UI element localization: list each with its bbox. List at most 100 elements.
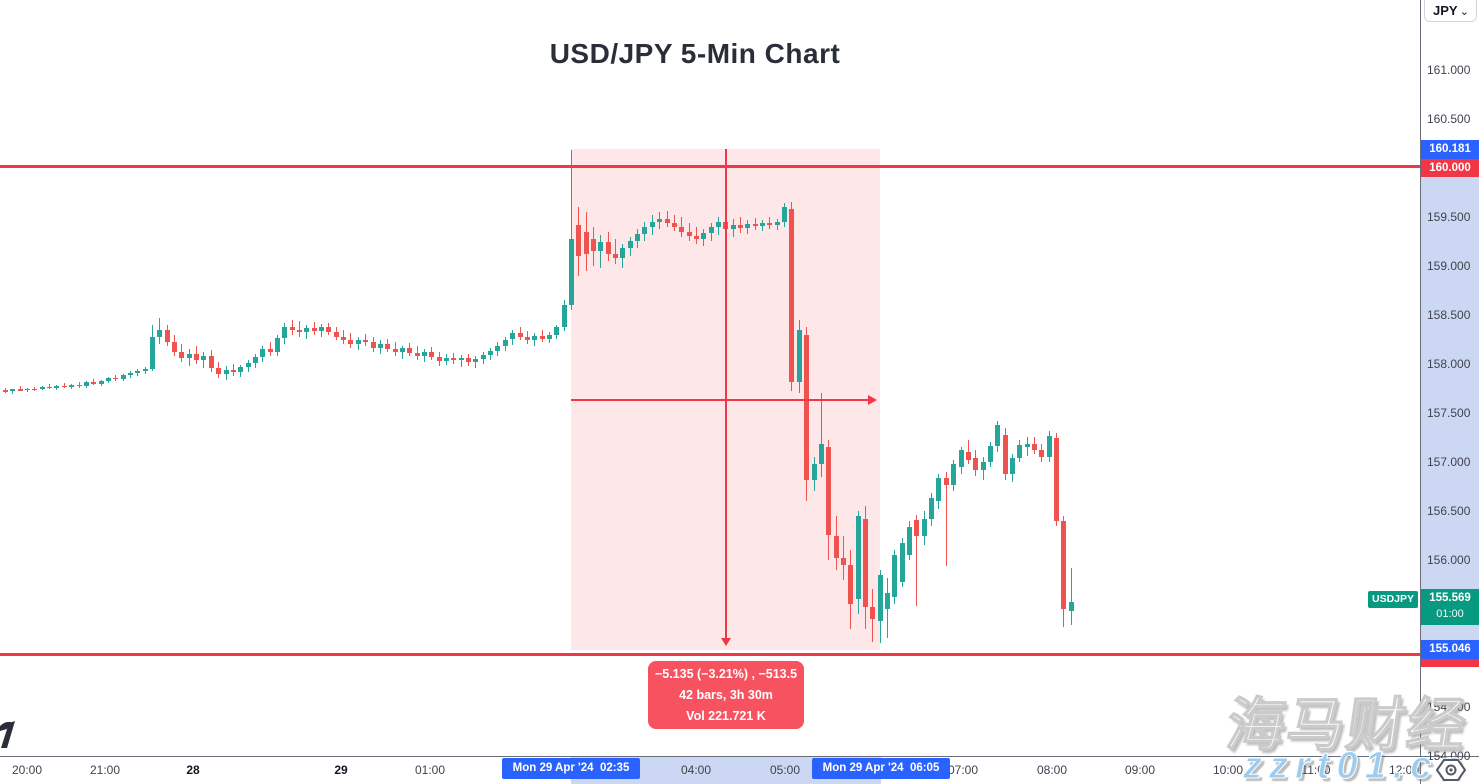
measure-time-badge: Mon 29 Apr '24 02:35 xyxy=(502,758,640,779)
currency-selector[interactable]: JPY ⌄ xyxy=(1424,0,1477,22)
candle-body xyxy=(1017,445,1023,459)
candle-body xyxy=(576,224,582,257)
candle-body xyxy=(274,337,280,353)
candle-body xyxy=(319,326,325,331)
candle-body xyxy=(510,332,516,340)
candle-body xyxy=(620,248,626,259)
candle-body xyxy=(929,498,935,519)
candle-body xyxy=(862,518,868,608)
candle-wick xyxy=(71,383,73,390)
candle-body xyxy=(348,340,354,345)
candle-body xyxy=(840,558,846,565)
candle-body xyxy=(355,339,361,345)
candle-body xyxy=(201,356,207,361)
price-tick-label: 157.500 xyxy=(1427,406,1471,420)
candle-body xyxy=(414,353,420,357)
candle-body xyxy=(421,352,427,357)
time-tick-label: 21:00 xyxy=(89,763,121,777)
site-watermark: zzrt01.cn xyxy=(1243,745,1469,784)
price-line-160-badge: 160.000 xyxy=(1421,159,1479,177)
price-tick-label: 160.500 xyxy=(1427,112,1471,126)
candle-body xyxy=(693,235,699,239)
candle-body xyxy=(444,358,449,362)
candle-body xyxy=(782,207,788,222)
candle-body xyxy=(17,389,23,391)
candle-body xyxy=(987,446,993,462)
candle-body xyxy=(943,477,949,485)
candle-wick xyxy=(615,238,617,265)
candle-body xyxy=(752,223,758,226)
candle-wick xyxy=(299,320,300,337)
candle-body xyxy=(363,339,369,343)
price-tick-label: 154.500 xyxy=(1427,700,1471,714)
candle-body xyxy=(157,329,163,337)
candle-body xyxy=(760,222,766,226)
candle-body xyxy=(701,232,707,239)
candle-body xyxy=(738,224,743,228)
candle-body xyxy=(1024,444,1030,448)
symbol-badge: USDJPY xyxy=(1368,591,1418,608)
candle-body xyxy=(385,344,391,350)
candle-body xyxy=(642,226,648,234)
candle-body xyxy=(25,388,31,391)
price-axis-separator xyxy=(1420,0,1421,784)
candle-body xyxy=(230,369,236,372)
measure-vertical-line xyxy=(725,149,727,638)
candle-body xyxy=(113,377,119,380)
horizontal-price-line-160[interactable] xyxy=(0,165,1420,168)
candle-body xyxy=(69,384,75,387)
candle-body xyxy=(958,450,964,467)
candle-body xyxy=(326,326,332,332)
candle-body xyxy=(679,226,685,232)
candle-body xyxy=(561,305,567,327)
measure-right-arrow-icon xyxy=(868,394,877,405)
candle-body xyxy=(238,366,244,372)
price-axis-measure-highlight xyxy=(1421,148,1479,655)
candle-body xyxy=(142,368,148,371)
measure-price-change: −5.135 (−3.21%) , −513.5 xyxy=(654,667,798,681)
candle-body xyxy=(818,444,824,464)
measure-stats-box[interactable]: −5.135 (−3.21%) , −513.5 42 bars, 3h 30m… xyxy=(648,661,804,729)
candle-body xyxy=(892,555,898,598)
time-tick-label: 12:00 xyxy=(1388,763,1420,777)
candle-body xyxy=(899,543,905,582)
candle-body xyxy=(245,363,251,367)
candle-wick xyxy=(754,217,756,230)
last-price-value: 155.569 xyxy=(1429,592,1471,604)
candle-wick xyxy=(842,535,844,580)
price-tick-label: 158.500 xyxy=(1427,308,1471,322)
candle-body xyxy=(730,224,736,229)
candle-body xyxy=(39,386,45,390)
candle-body xyxy=(826,447,832,536)
candle-wick xyxy=(570,150,572,311)
candle-body xyxy=(671,222,677,227)
chart-pane[interactable] xyxy=(0,0,1420,756)
candle-body xyxy=(458,358,464,361)
price-tick-label: 154.000 xyxy=(1427,749,1471,763)
candle-body xyxy=(715,221,721,227)
candle-body xyxy=(135,370,141,373)
candle-body xyxy=(951,463,957,485)
candle-body xyxy=(488,351,494,356)
time-tick-label: 09:00 xyxy=(1124,763,1156,777)
candle-wick xyxy=(12,388,14,395)
candle-body xyxy=(973,458,979,470)
candle-body xyxy=(914,519,920,537)
candle-body xyxy=(451,358,457,361)
candle-body xyxy=(965,452,971,461)
candle-body xyxy=(524,336,530,341)
candle-body xyxy=(252,357,258,363)
candle-wick xyxy=(916,514,918,607)
candle-body xyxy=(554,326,560,335)
candle-body xyxy=(605,241,611,255)
candle-wick xyxy=(673,215,675,231)
candle-body xyxy=(833,535,839,559)
candle-wick xyxy=(666,211,668,227)
candle-body xyxy=(627,240,633,249)
candle-body xyxy=(304,327,310,332)
candle-body xyxy=(1068,602,1074,611)
candle-wick xyxy=(115,374,117,381)
candle-body xyxy=(980,462,986,470)
horizontal-price-line-155[interactable] xyxy=(0,653,1420,656)
candle-body xyxy=(1002,434,1008,474)
